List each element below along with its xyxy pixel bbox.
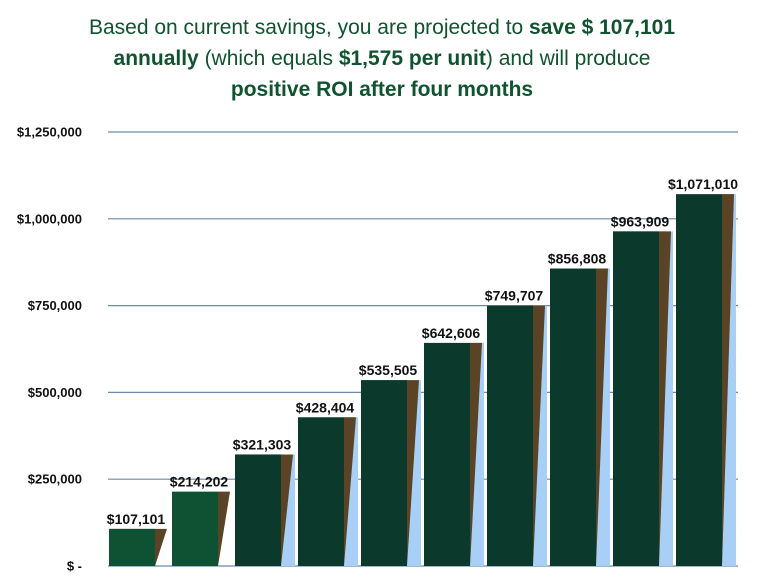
bar bbox=[172, 491, 218, 566]
bar bbox=[298, 417, 344, 566]
chart-headline: Based on current savings, you are projec… bbox=[0, 12, 764, 105]
y-tick-label: $500,000 bbox=[28, 385, 82, 400]
headline-highlight: save $ 107,101 bbox=[529, 16, 676, 39]
data-label: $428,404 bbox=[296, 399, 355, 415]
bar bbox=[676, 194, 722, 566]
bar-side bbox=[722, 194, 734, 566]
y-tick-label: $750,000 bbox=[28, 298, 82, 313]
bar-side bbox=[533, 305, 545, 566]
data-label: $107,101 bbox=[107, 511, 166, 527]
y-tick-label: $1,000,000 bbox=[17, 211, 82, 226]
data-label: $749,707 bbox=[485, 288, 544, 304]
headline-line-3: positive ROI after four months bbox=[0, 74, 764, 105]
data-label: $214,202 bbox=[170, 474, 229, 490]
data-label: $321,303 bbox=[233, 436, 292, 452]
data-label: $1,071,010 bbox=[668, 176, 738, 192]
y-tick-label: $1,250,000 bbox=[17, 125, 82, 140]
data-labels: $107,101 $214,202 $321,303 $428,404 $535,505… bbox=[107, 176, 738, 527]
bars bbox=[109, 194, 736, 566]
headline-line-1: Based on current savings, you are projec… bbox=[0, 12, 764, 43]
bar-side bbox=[281, 454, 293, 566]
headline-highlight: positive ROI after four months bbox=[230, 78, 534, 101]
bar bbox=[235, 454, 281, 566]
y-tick-label: $ - bbox=[67, 559, 82, 574]
bar-side bbox=[218, 491, 230, 566]
bar bbox=[424, 342, 470, 566]
y-tick-label: $250,000 bbox=[28, 472, 82, 487]
bar-side bbox=[155, 528, 167, 566]
headline-text: ) and will produce bbox=[485, 47, 651, 70]
data-label: $856,808 bbox=[548, 251, 607, 267]
headline-text: (which equals bbox=[198, 47, 339, 70]
headline-highlight: annually bbox=[113, 47, 199, 70]
bar-side bbox=[344, 417, 356, 566]
bar bbox=[613, 231, 659, 566]
bar-side bbox=[659, 231, 671, 566]
headline-line-2: annually (which equals $1,575 per unit) … bbox=[0, 43, 764, 74]
bar bbox=[109, 528, 155, 566]
data-label: $642,606 bbox=[422, 325, 481, 341]
bar bbox=[550, 268, 596, 566]
bar bbox=[361, 380, 407, 566]
headline-highlight: $1,575 per unit bbox=[338, 47, 486, 70]
y-axis: $ - $250,000 $500,000 $750,000 $1,000,000 $1,… bbox=[17, 125, 82, 574]
bar-side bbox=[596, 268, 608, 566]
bar bbox=[487, 305, 533, 566]
bar-side bbox=[407, 380, 419, 566]
data-label: $535,505 bbox=[359, 362, 418, 378]
bar-side bbox=[470, 342, 482, 566]
headline-text: Based on current savings, you are projec… bbox=[88, 16, 530, 39]
data-label: $963,909 bbox=[611, 213, 670, 229]
